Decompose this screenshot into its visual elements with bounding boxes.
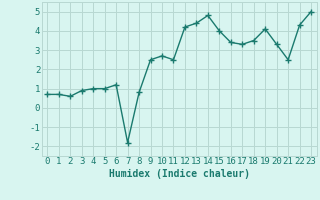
- X-axis label: Humidex (Indice chaleur): Humidex (Indice chaleur): [109, 169, 250, 179]
